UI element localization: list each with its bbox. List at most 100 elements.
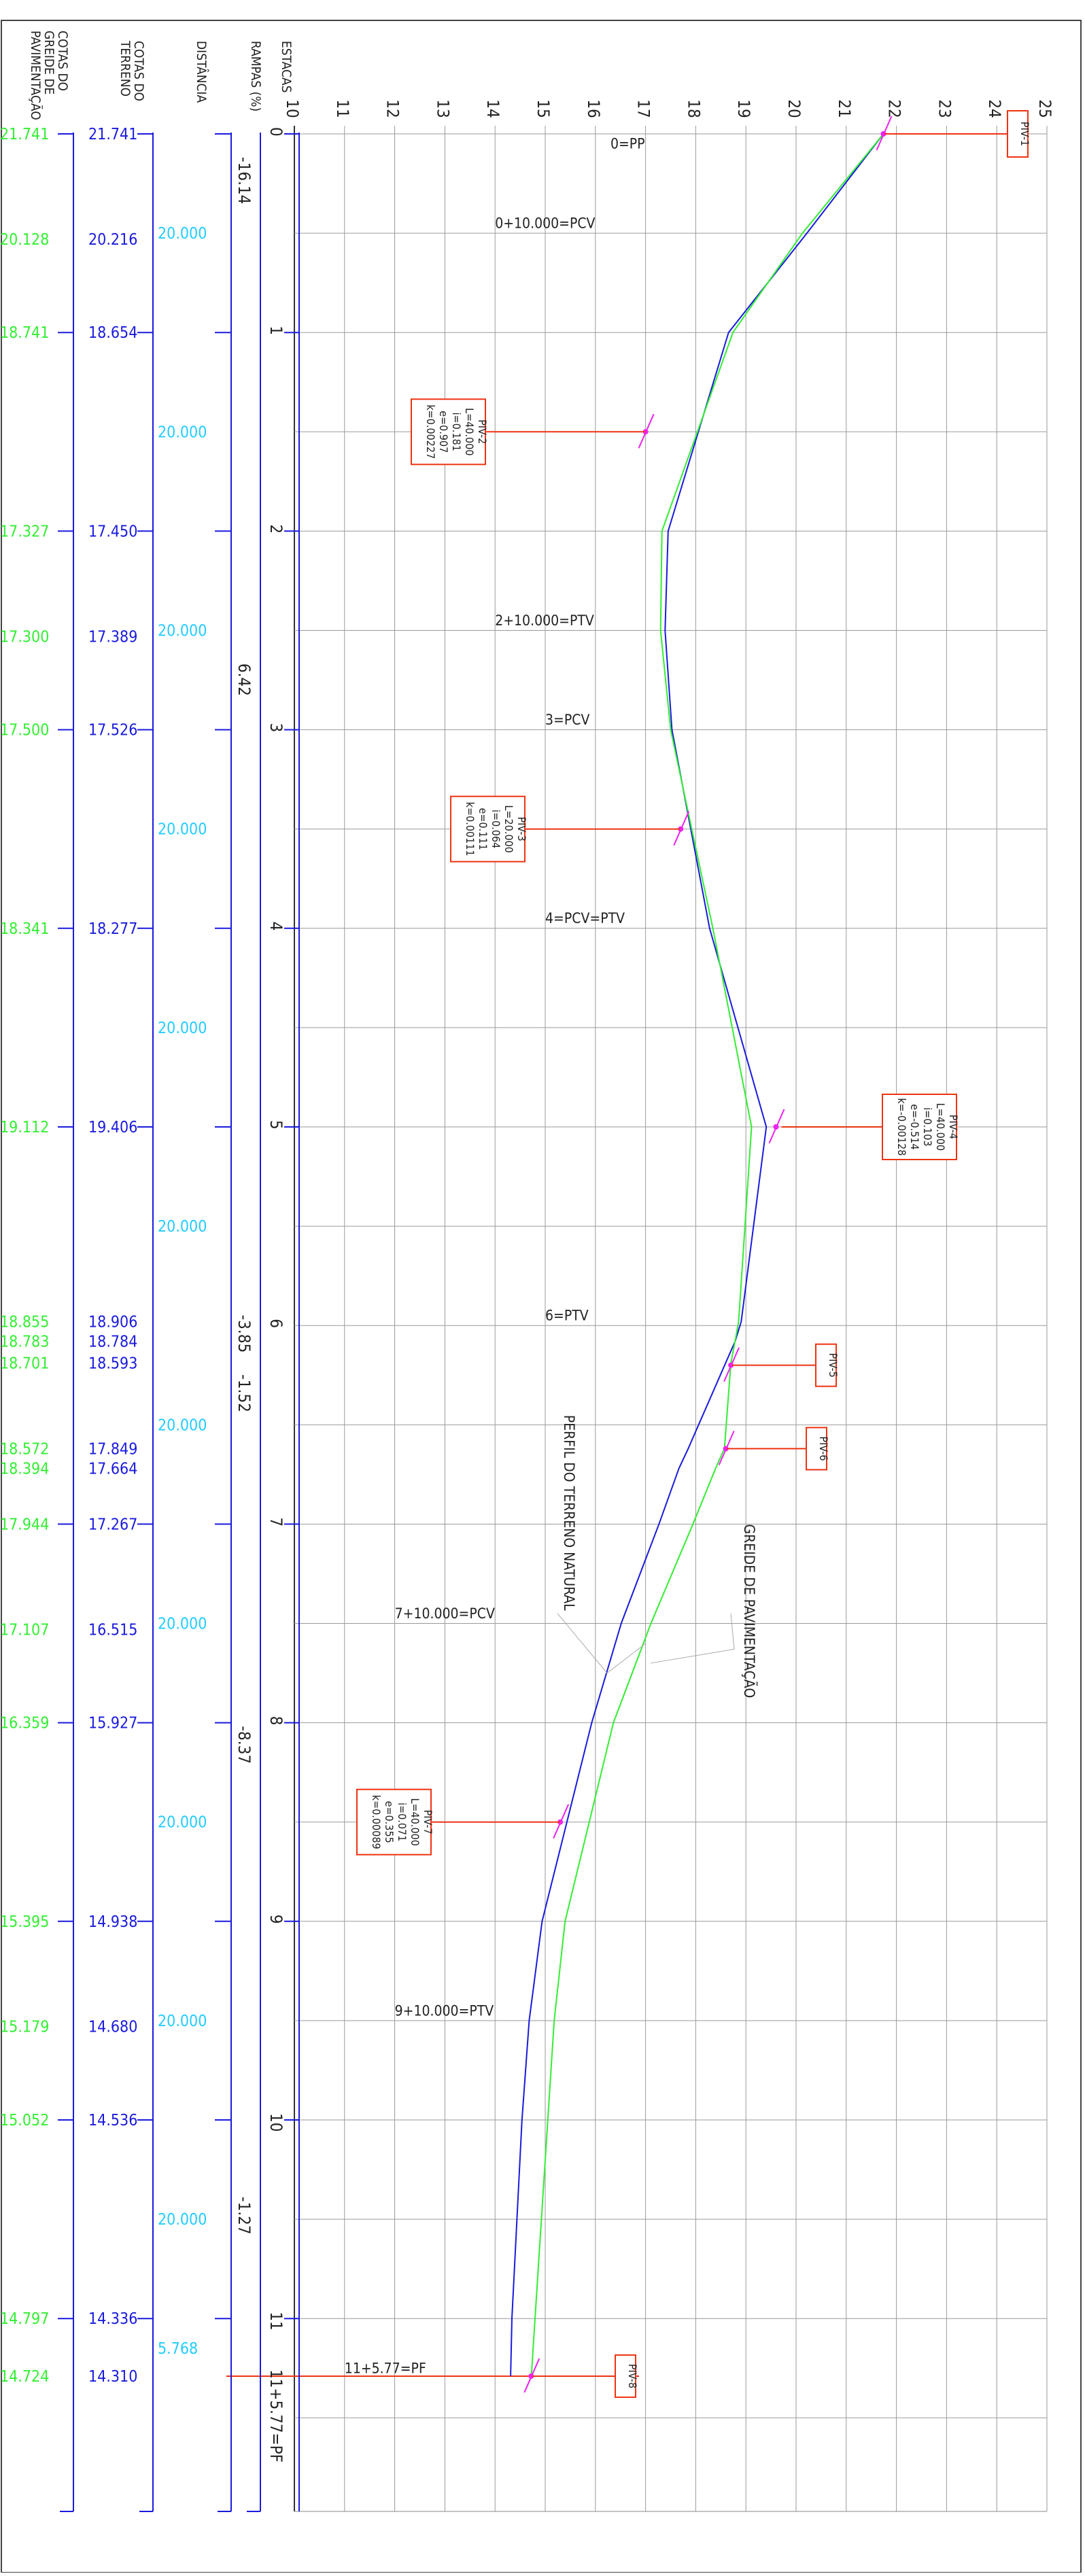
row-station-ter: 14.536 — [88, 2112, 137, 2129]
elevation-tick-label: 16 — [584, 99, 603, 118]
piv-box — [815, 1343, 837, 1387]
row-station-pav: 15.395 — [0, 1913, 49, 1931]
distance-value: 20.000 — [158, 821, 207, 839]
piv-text: PIV-8 — [626, 2364, 639, 2388]
station-label: 11 — [266, 2312, 286, 2330]
rampa-value: -1.52 — [235, 1374, 254, 1412]
header-pav-line: COTAS DO — [55, 31, 70, 91]
piv-box — [1007, 110, 1029, 158]
row-station-pav: 18.341 — [0, 920, 49, 938]
row-extra-pav: 18.394 — [0, 1461, 49, 1478]
row-extra-ter: 14.310 — [88, 2368, 137, 2386]
piv-tangent — [673, 811, 690, 846]
elevation-tick-label: 10 — [283, 99, 302, 118]
curve-point-label: 9+10.000=PTV — [395, 2002, 494, 2019]
row-station-pav: 16.359 — [0, 1715, 49, 1733]
row-extra-ter: 20.216 — [88, 231, 137, 249]
piv-text: L=20.000 — [502, 805, 515, 852]
piv-text: k=0.00111 — [464, 802, 477, 856]
piv-text: i=0.181 — [450, 413, 463, 451]
row-extra-ter: 17.849 — [88, 1440, 137, 1458]
row-station-ter: 17.450 — [88, 523, 137, 540]
curve-point-label: 7+10.000=PCV — [395, 1605, 495, 1622]
piv-text: L=40.000 — [934, 1103, 947, 1151]
piv-box — [882, 1094, 957, 1160]
elevation-tick-label: 12 — [383, 99, 402, 118]
row-station-ter: 21.741 — [88, 126, 137, 143]
piv-text: e=-0.514 — [908, 1104, 921, 1149]
piv-box — [450, 795, 526, 863]
distance-value: 20.000 — [158, 1416, 207, 1434]
piv-tangent — [523, 2358, 540, 2393]
row-station-ter: 17.267 — [88, 1516, 137, 1533]
piv-text: e=0.907 — [437, 411, 450, 453]
row-station-ter: 19.406 — [88, 1119, 137, 1136]
piv-tangent — [718, 1430, 735, 1465]
piv-text: e=0.111 — [477, 808, 489, 850]
elevation-tick-label: 11 — [333, 99, 352, 118]
piv-box — [411, 398, 486, 466]
distance-value: 20.000 — [158, 1616, 207, 1633]
elevation-tick-label: 18 — [684, 99, 703, 118]
row-station-ter: 18.654 — [88, 324, 137, 342]
distance-value: 20.000 — [158, 2211, 207, 2229]
elevation-tick-label: 19 — [734, 99, 753, 118]
distance-value: 20.000 — [158, 1218, 207, 1236]
row-extra-pav: 20.128 — [0, 231, 49, 249]
station-label: 7 — [266, 1517, 286, 1527]
row-station-pav: 19.112 — [0, 1119, 49, 1136]
piv-text: PIV-4 — [947, 1115, 960, 1139]
row-station-pav: 15.052 — [0, 2112, 49, 2129]
rampa-value: -16.14 — [235, 157, 254, 205]
piv-text: i=0.071 — [396, 1803, 409, 1841]
row-station-pav: 17.500 — [0, 722, 49, 739]
piv-text: PIV-7 — [421, 1810, 434, 1834]
header-pav-line: PAVIMENTAÇÃO — [28, 31, 44, 120]
row-station-pav: 17.327 — [0, 523, 49, 540]
piv-6: PIV-6 — [718, 1427, 830, 1471]
elevation-tick-label: 17 — [634, 99, 653, 118]
piv-tangent — [638, 413, 655, 449]
row-extra-ter: 16.515 — [88, 1621, 137, 1639]
row-station-ter: 17.526 — [88, 722, 137, 739]
distance-value: 20.000 — [158, 225, 207, 243]
piv-text: PIV-2 — [476, 419, 489, 444]
row-extra-pav: 18.783 — [0, 1334, 49, 1351]
row-station-ter: 15.927 — [88, 1715, 137, 1733]
row-extra-ter: 18.593 — [88, 1355, 137, 1373]
curve-point-label: 0+10.000=PCV — [495, 215, 595, 231]
row-station-ter: 18.277 — [88, 920, 137, 938]
elevation-tick-label: 21 — [835, 99, 854, 118]
piv-text: PIV-6 — [817, 1436, 830, 1461]
piv-text: L=40.000 — [409, 1798, 421, 1845]
station-label: 8 — [266, 1716, 286, 1726]
row-extra-pav: 17.107 — [0, 1621, 49, 1639]
row-extra-pav: 15.179 — [0, 2019, 49, 2036]
piv-text: L=40.000 — [463, 408, 476, 455]
piv-tangent — [723, 1347, 740, 1382]
elevation-tick-label: 13 — [433, 99, 452, 118]
station-label: 4 — [266, 922, 286, 931]
rampa-value: 6.42 — [235, 663, 254, 696]
piv-text: PIV-1 — [1018, 122, 1031, 146]
row-extra-pav: 18.701 — [0, 1355, 49, 1373]
header-ter-line: TERRENO — [118, 40, 133, 97]
elevation-tick-label: 22 — [885, 99, 904, 118]
rampa-value: -1.27 — [235, 2197, 254, 2235]
row-extra-pav: 18.572 — [0, 1440, 49, 1458]
piv-tangent — [553, 1804, 570, 1839]
piv-1: PIV-1 — [876, 110, 1031, 158]
row-station-pav: 17.944 — [0, 1516, 49, 1533]
piv-text: k=0.00227 — [424, 404, 437, 459]
header-estacas: ESTACAS — [279, 41, 294, 92]
station-label: 0 — [266, 127, 286, 137]
piv-5: PIV-5 — [723, 1343, 840, 1387]
station-label: 1 — [266, 326, 286, 335]
piv-box — [356, 1788, 432, 1856]
station-label: 2 — [266, 524, 286, 534]
row-extra-ter: 17.664 — [88, 1461, 137, 1478]
